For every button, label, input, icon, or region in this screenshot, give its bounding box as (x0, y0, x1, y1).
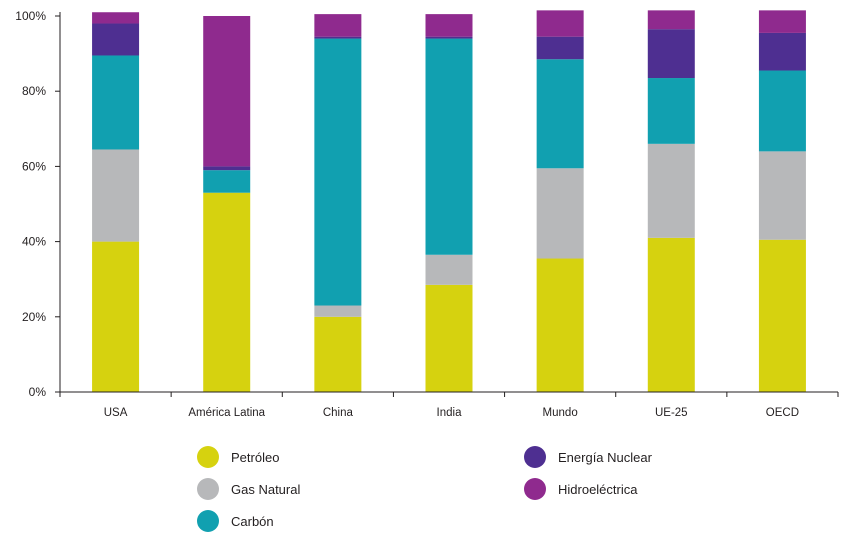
bar-segment-petroleo (758, 239, 806, 392)
y-tick-label: 0% (29, 385, 47, 399)
legend-item-hidroelectrica: Hidroeléctrica (524, 478, 638, 500)
axes (55, 12, 839, 397)
legend-label: Energía Nuclear (558, 450, 653, 465)
bar-segment-gas-natural (647, 143, 695, 238)
bar-segment-carbon (758, 70, 806, 152)
bar-segment-hidroelectrica (425, 14, 473, 37)
y-axis-tick-labels: 0% 20% 40% 60% 80% 100% (15, 9, 46, 399)
legend-label: Carbón (231, 514, 274, 529)
bar-segment-carbon (92, 55, 140, 150)
bar-segment-petroleo (536, 258, 584, 392)
bar-segment-hidroelectrica (92, 12, 140, 24)
bar-segment-petroleo (425, 284, 473, 392)
x-category-label: China (323, 407, 354, 419)
legend-label: Petróleo (231, 450, 279, 465)
bar-segment-energia-nuclear (647, 29, 695, 79)
bar-segment-carbon (647, 78, 695, 144)
x-category-label: Mundo (543, 407, 578, 419)
legend-swatch (197, 510, 219, 532)
y-tick-label: 40% (22, 235, 46, 249)
x-category-label: USA (104, 407, 128, 419)
bar-stack-america-latina (203, 16, 251, 392)
bar-segment-energia-nuclear (203, 166, 251, 171)
legend-swatch (524, 446, 546, 468)
bar-segment-energia-nuclear (758, 32, 806, 71)
y-tick-label: 100% (15, 9, 46, 23)
legend-item-energia-nuclear: Energía Nuclear (524, 446, 653, 468)
bar-segment-gas-natural (314, 305, 362, 317)
bar-stack-china (314, 14, 362, 392)
bar-segment-hidroelectrica (647, 10, 695, 30)
legend-item-petroleo: Petróleo (197, 446, 279, 468)
bar-segment-petroleo (314, 316, 362, 392)
bar-stack-oecd (758, 10, 806, 392)
x-category-label: India (437, 407, 463, 419)
bar-segment-petroleo (92, 241, 140, 392)
x-axis-category-labels: USA América Latina China India Mundo UE-25 OEC… (104, 407, 799, 419)
legend-label: Gas Natural (231, 482, 300, 497)
x-category-label: América Latina (188, 407, 265, 419)
bar-segment-gas-natural (425, 254, 473, 285)
bar-segment-energia-nuclear (536, 36, 584, 60)
bar-segment-carbon (536, 59, 584, 169)
legend-item-gas-natural: Gas Natural (197, 478, 300, 500)
bar-segment-carbon (203, 170, 251, 193)
legend-swatch (524, 478, 546, 500)
legend-label: Hidroeléctrica (558, 482, 638, 497)
legend: Petróleo Gas Natural Carbón Energía Nuclear… (197, 446, 653, 532)
bar-segment-energia-nuclear (425, 36, 473, 39)
bar-segment-gas-natural (758, 151, 806, 240)
bar-stacks (92, 10, 806, 392)
bar-segment-energia-nuclear (92, 23, 140, 56)
bar-segment-energia-nuclear (314, 36, 362, 39)
bar-segment-gas-natural (536, 168, 584, 259)
x-category-label: OECD (766, 407, 799, 419)
legend-item-carbon: Carbón (197, 510, 274, 532)
y-tick-label: 80% (22, 84, 46, 98)
bar-segment-petroleo (647, 237, 695, 392)
legend-swatch (197, 446, 219, 468)
bar-segment-hidroelectrica (536, 10, 584, 37)
bar-segment-hidroelectrica (203, 16, 251, 167)
bar-segment-petroleo (203, 192, 251, 392)
bar-segment-hidroelectrica (314, 14, 362, 37)
y-tick-label: 20% (22, 310, 46, 324)
bar-stack-usa (92, 12, 140, 392)
legend-swatch (197, 478, 219, 500)
bar-stack-india (425, 14, 473, 392)
x-category-label: UE-25 (655, 407, 688, 419)
bar-segment-hidroelectrica (758, 10, 806, 33)
bar-stack-mundo (536, 10, 584, 392)
y-tick-label: 60% (22, 159, 46, 173)
bar-segment-gas-natural (92, 149, 140, 242)
bar-stack-ue-25 (647, 10, 695, 392)
bar-segment-carbon (425, 38, 473, 255)
bar-segment-carbon (314, 38, 362, 306)
